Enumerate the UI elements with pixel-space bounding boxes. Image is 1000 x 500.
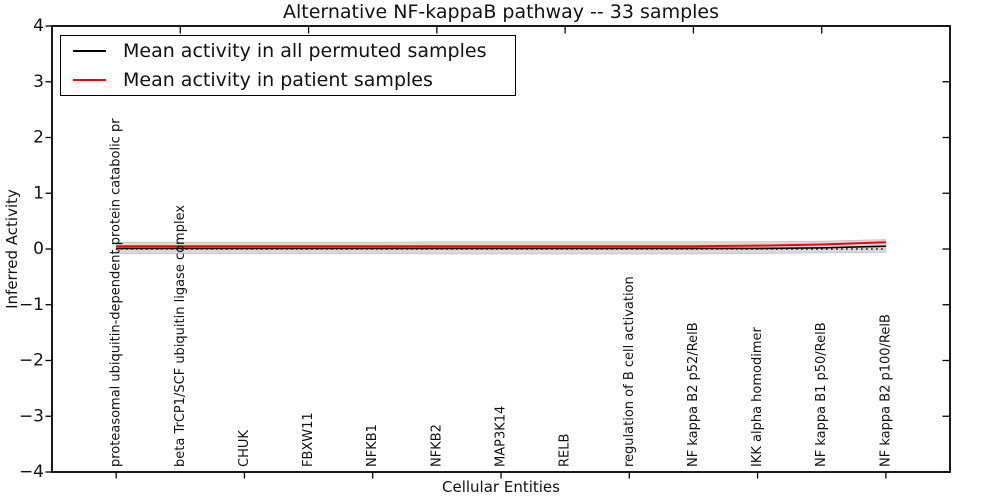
x-tick-label: proteasomal ubiquitin-dependent protein …	[109, 118, 124, 467]
legend: Mean activity in all permuted samples Me…	[60, 35, 516, 96]
legend-label-permuted: Mean activity in all permuted samples	[123, 40, 487, 62]
x-tick-label: regulation of B cell activation	[622, 276, 637, 467]
series-permuted-line	[116, 245, 886, 250]
x-tick-label: beta TrCP1/SCF ubiquitin ligase complex	[173, 205, 188, 467]
x-tick-label: FBXW11	[301, 412, 316, 467]
y-tick-label: 0	[33, 239, 44, 259]
permuted-line-swatch	[73, 50, 106, 52]
x-tick-label: NFKB1	[365, 424, 380, 467]
x-tick-label: RELB	[558, 434, 573, 467]
x-tick-label: CHUK	[237, 430, 252, 467]
x-tick-label: NF kappa B2 p100/RelB	[878, 314, 893, 467]
x-tick-label: NF kappa B1 p50/RelB	[814, 322, 829, 467]
y-axis-title: Inferred Activity	[3, 189, 21, 309]
legend-item-patient: Mean activity in patient samples	[61, 66, 515, 94]
plot-border	[51, 25, 951, 473]
y-tick-label: −3	[19, 406, 44, 426]
y-tick-label: −2	[19, 351, 44, 371]
x-tick-label: NFKB2	[429, 424, 444, 467]
y-tick-label: 1	[33, 183, 44, 203]
y-tick-label: −1	[19, 295, 44, 315]
y-tick-label: 2	[33, 128, 44, 148]
y-tick-label: 3	[33, 72, 44, 92]
x-axis-title: Cellular Entities	[442, 478, 560, 496]
legend-label-patient: Mean activity in patient samples	[123, 69, 433, 91]
x-tick-label: MAP3K14	[494, 406, 509, 467]
series-patient-line	[116, 241, 886, 248]
x-tick-label: IKK alpha homodimer	[750, 326, 765, 467]
chart-title: Alternative NF-kappaB pathway -- 33 samp…	[282, 1, 720, 23]
patient-line-swatch	[73, 79, 106, 81]
legend-item-permuted: Mean activity in all permuted samples	[61, 37, 515, 65]
y-tick-label: −4	[19, 462, 44, 482]
y-tick-label: 4	[33, 16, 44, 36]
x-tick-label: NF kappa B2 p52/RelB	[686, 322, 701, 467]
